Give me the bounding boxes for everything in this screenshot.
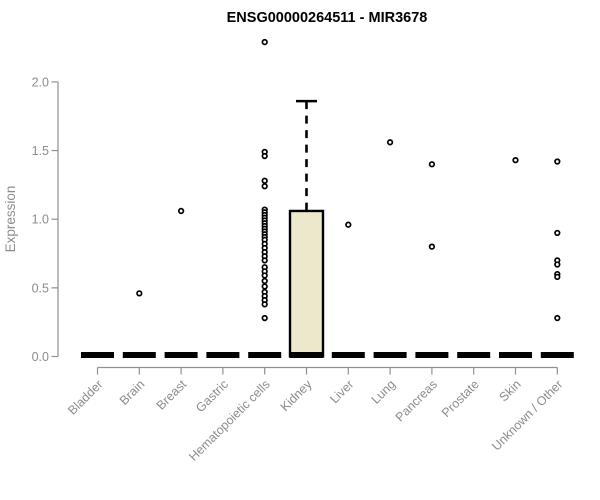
outlier-point — [428, 161, 436, 168]
outlier-point — [261, 272, 268, 279]
outlier-point — [261, 277, 268, 285]
outlier-point — [136, 290, 143, 297]
outlier-point — [261, 314, 268, 322]
outlier-point — [554, 273, 561, 281]
outlier-point — [261, 38, 268, 46]
x-tick-label: Hematopoietic cells — [186, 377, 273, 464]
y-tick-label: 0.5 — [32, 281, 49, 295]
outlier-point — [386, 139, 394, 146]
y-tick-label: 0.0 — [32, 350, 49, 364]
outlier-point — [554, 261, 561, 268]
x-tick-label: Kidney — [278, 377, 315, 414]
outlier-point — [554, 314, 561, 322]
x-tick-label: Prostate — [439, 377, 482, 420]
x-tick-label: Brain — [117, 377, 148, 408]
outlier-point — [428, 243, 436, 250]
outlier-point — [261, 283, 268, 290]
outlier-point — [261, 301, 268, 308]
outlier-point — [261, 152, 268, 160]
x-tick-label: Bladder — [65, 377, 105, 417]
outlier-point — [512, 157, 519, 164]
x-tick-label: Liver — [327, 377, 356, 406]
x-tick-label: Pancreas — [393, 377, 440, 424]
outlier-point — [554, 229, 561, 237]
y-tick-label: 2.0 — [32, 75, 49, 89]
x-tick-label: Unknown / Other — [489, 377, 565, 453]
outlier-point — [345, 221, 352, 228]
x-tick-label: Skin — [497, 377, 524, 404]
outlier-point — [554, 158, 561, 165]
outlier-point — [261, 257, 268, 264]
x-tick-label: Lung — [369, 377, 399, 407]
x-tick-label: Gastric — [193, 377, 231, 415]
outlier-point — [261, 177, 268, 184]
y-tick-label: 1.0 — [32, 213, 49, 227]
box-rect — [288, 209, 325, 358]
chart-title: ENSG00000264511 - MIR3678 — [227, 10, 428, 26]
y-axis-title: Expression — [3, 186, 18, 253]
y-tick-label: 1.5 — [32, 144, 49, 158]
x-tick-label: Breast — [154, 377, 190, 413]
outlier-point — [177, 207, 185, 215]
outlier-point — [261, 183, 268, 190]
